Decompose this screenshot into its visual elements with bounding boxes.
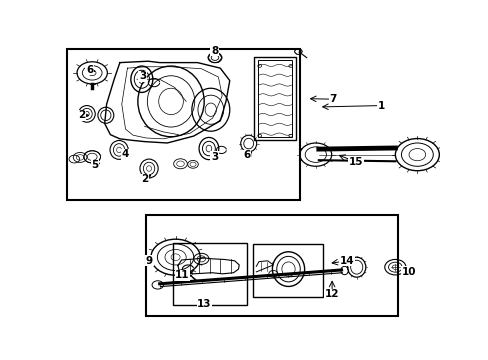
Bar	[254, 57, 296, 140]
Bar	[258, 60, 292, 138]
Text: 14: 14	[339, 256, 354, 266]
Bar	[67, 49, 299, 200]
Text: 8: 8	[210, 46, 218, 56]
Text: 7: 7	[329, 94, 336, 104]
Bar	[252, 244, 322, 297]
Text: 10: 10	[401, 267, 415, 277]
Text: 15: 15	[348, 157, 363, 167]
Text: 6: 6	[243, 150, 250, 160]
Text: 1: 1	[377, 100, 384, 111]
Text: 11: 11	[175, 270, 189, 280]
Text: 4: 4	[121, 149, 128, 159]
Text: 3: 3	[139, 72, 146, 81]
Text: 6: 6	[86, 64, 93, 75]
Text: 5: 5	[91, 160, 99, 170]
Bar	[173, 243, 246, 305]
Text: 2: 2	[141, 174, 148, 184]
Text: 3: 3	[210, 152, 218, 162]
Bar	[146, 215, 398, 316]
Text: 13: 13	[197, 299, 211, 309]
Text: 2: 2	[78, 110, 85, 120]
Text: 9: 9	[145, 256, 153, 266]
Text: 12: 12	[324, 289, 339, 299]
